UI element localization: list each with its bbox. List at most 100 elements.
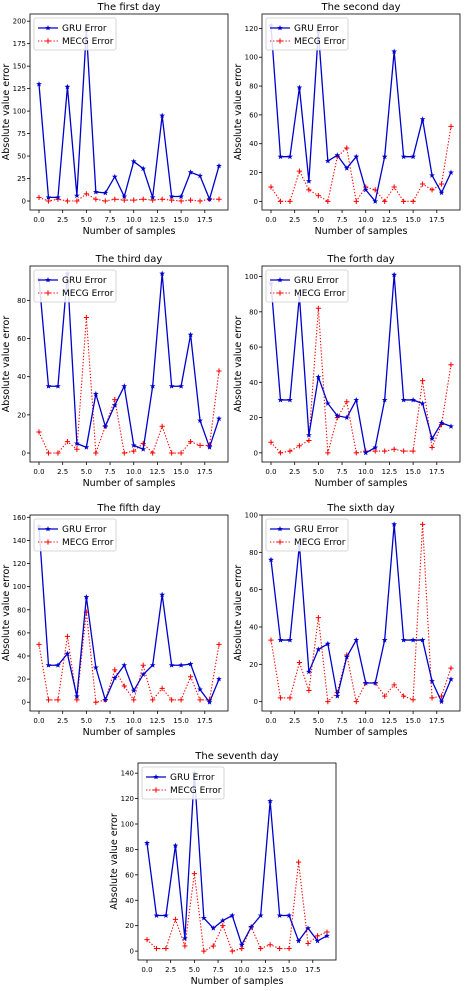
y-tick-label: 100	[13, 583, 26, 591]
series-line-mecg	[38, 612, 220, 703]
y-tick-label: 60	[249, 344, 258, 352]
x-tick-label: 0.0	[33, 216, 44, 224]
x-tick-label: 5.0	[189, 966, 200, 974]
gru-point	[219, 917, 226, 924]
legend: GRU Error MECG Error	[265, 17, 349, 51]
mecg-point	[391, 184, 397, 190]
x-tick-label: 10.0	[358, 717, 374, 725]
mecg-point	[438, 181, 445, 187]
gru-point	[343, 165, 350, 171]
gru-point	[419, 637, 426, 643]
legend-label: GRU Error	[294, 276, 339, 286]
x-tick-label: 10.0	[126, 468, 142, 476]
y-tick-label: 160	[13, 514, 26, 522]
mecg-point	[112, 667, 118, 673]
x-tick-label: 5.0	[81, 717, 92, 725]
gru-point	[277, 637, 284, 643]
series-line-gru	[38, 30, 220, 202]
gru-point	[83, 594, 90, 600]
x-tick-label: 2.5	[289, 216, 300, 224]
legend-marker-gru	[45, 526, 51, 532]
legend-marker-mecg	[277, 38, 283, 44]
gru-point	[324, 158, 331, 164]
x-tick-label: 15.0	[405, 468, 421, 476]
gru-point	[55, 383, 61, 389]
legend-marker-mecg	[45, 290, 51, 296]
gru-point	[153, 912, 160, 918]
mecg-point	[344, 399, 350, 405]
x-tick-label: 17.5	[197, 717, 213, 725]
gru-point	[163, 912, 169, 918]
y-tick-label: 20	[125, 922, 134, 930]
mecg-point	[419, 377, 426, 384]
plot-data	[36, 27, 222, 204]
mecg-point	[112, 396, 118, 403]
mecg-point	[121, 197, 127, 203]
gru-point	[438, 698, 445, 705]
x-tick-label: 0.0	[33, 717, 44, 725]
mecg-point	[131, 448, 137, 454]
gru-point	[64, 83, 71, 90]
mecg-point	[55, 697, 61, 703]
mecg-point	[382, 448, 388, 454]
mecg-point	[140, 196, 146, 202]
legend-marker-gru	[277, 277, 283, 283]
mecg-point	[353, 198, 359, 204]
y-tick-label: 80	[249, 308, 258, 316]
mecg-point	[287, 695, 293, 701]
x-tick-label: 17.5	[429, 468, 445, 476]
series-line-gru	[270, 25, 452, 203]
mecg-point	[286, 945, 292, 952]
x-tick-label: 12.5	[258, 966, 274, 974]
x-axis-label: Number of samples	[315, 478, 408, 489]
gru-point	[381, 396, 388, 403]
gru-point	[197, 172, 203, 179]
legend-label: MECG Error	[294, 37, 346, 47]
gru-point	[216, 415, 222, 422]
mecg-point	[83, 191, 89, 197]
subplot-4: The forth day 0.0 2.5 5.0 7.5 10.0 12.5 15.0 17.…	[233, 254, 461, 489]
x-tick-label: 17.5	[197, 216, 213, 224]
legend-label: GRU Error	[62, 525, 107, 535]
gru-point	[229, 912, 236, 918]
mecg-point	[182, 943, 188, 949]
x-tick-label: 15.0	[173, 717, 189, 725]
x-tick-label: 12.5	[382, 468, 398, 476]
mecg-point	[419, 521, 426, 527]
gru-point	[324, 932, 330, 939]
mecg-point	[296, 443, 303, 449]
mecg-point	[187, 674, 194, 680]
x-tick-label: 5.0	[81, 216, 92, 224]
mecg-point	[216, 368, 222, 374]
gru-point	[391, 271, 398, 278]
gru-point	[305, 925, 311, 931]
y-axis-label: Absolute value error	[109, 813, 120, 910]
mecg-point	[429, 187, 435, 193]
mecg-point	[353, 699, 359, 705]
mecg-point	[150, 450, 156, 456]
mecg-point	[268, 184, 274, 190]
x-tick-label: 5.0	[313, 717, 324, 725]
mecg-point	[36, 194, 42, 201]
gru-point	[92, 189, 99, 195]
x-tick-label: 17.5	[197, 468, 213, 476]
x-tick-label: 0.0	[265, 216, 276, 224]
mecg-point	[306, 687, 312, 694]
mecg-point	[131, 197, 137, 203]
x-tick-label: 2.5	[57, 717, 68, 725]
gru-point	[159, 270, 166, 277]
legend-box	[265, 518, 349, 552]
gru-point	[197, 417, 203, 424]
x-tick-label: 12.5	[150, 468, 166, 476]
gru-point	[343, 653, 350, 660]
mecg-point	[220, 923, 226, 929]
legend-marker-gru	[45, 25, 51, 31]
y-tick-label: 175	[13, 40, 26, 48]
legend-marker-mecg	[153, 787, 159, 793]
mecg-point	[178, 450, 184, 456]
mecg-point	[144, 937, 150, 943]
gru-point	[238, 941, 245, 948]
mecg-point	[295, 859, 302, 865]
x-tick-label: 2.5	[289, 468, 300, 476]
y-tick-label: 0	[22, 198, 26, 206]
